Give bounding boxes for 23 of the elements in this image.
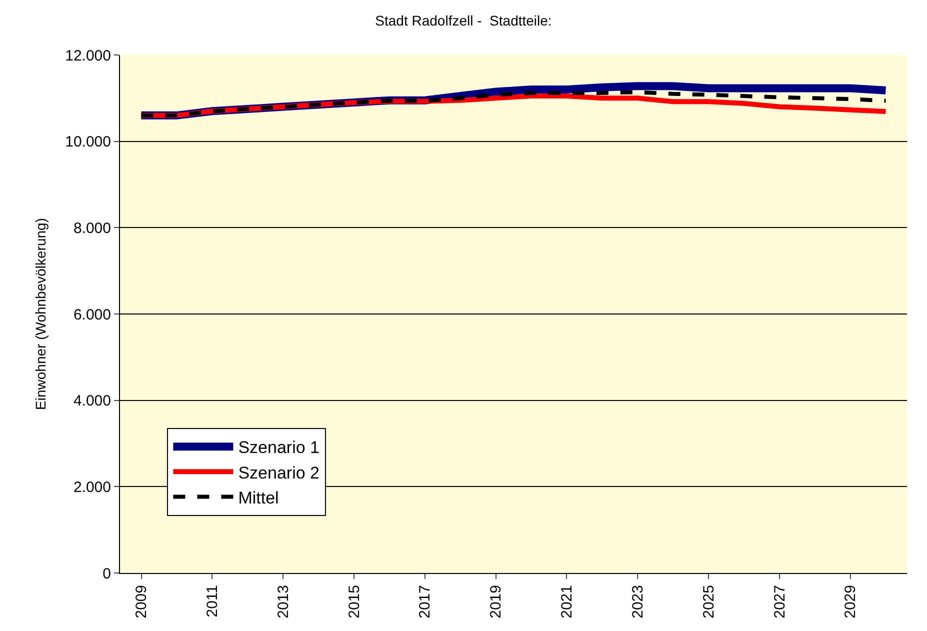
- x-tick-label: 2027: [771, 585, 788, 618]
- x-tick-label: 2017: [416, 585, 434, 618]
- y-tick-label: 0: [102, 565, 111, 582]
- y-tick-label: 12.000: [65, 47, 111, 64]
- y-tick-label: 10.000: [65, 134, 111, 151]
- legend-label: Szenario 1: [238, 438, 320, 458]
- x-tick-label: 2019: [488, 585, 505, 618]
- x-tick-label: 2015: [346, 585, 363, 618]
- y-tick-label: 6.000: [73, 306, 111, 324]
- chart-title: Stadt Radolfzell - Stadtteile:: [375, 12, 552, 29]
- legend-label: Szenario 2: [238, 463, 320, 482]
- x-tick-label: 2013: [274, 585, 292, 618]
- x-tick-label: 2025: [700, 585, 718, 618]
- y-tick-label: 4.000: [73, 392, 111, 410]
- x-tick-label: 2023: [629, 585, 646, 618]
- x-tick-label: 2011: [204, 585, 222, 618]
- y-axis-title: Einwohner (Wohnbevölkerung): [32, 218, 49, 410]
- x-tick-label: 2021: [558, 585, 576, 618]
- x-tick-label: 2029: [842, 585, 860, 618]
- y-tick-label: 8.000: [73, 220, 111, 237]
- y-tick-label: 2.000: [73, 478, 111, 496]
- legend-label: Mittel: [238, 488, 279, 508]
- x-tick-label: 2009: [133, 585, 150, 618]
